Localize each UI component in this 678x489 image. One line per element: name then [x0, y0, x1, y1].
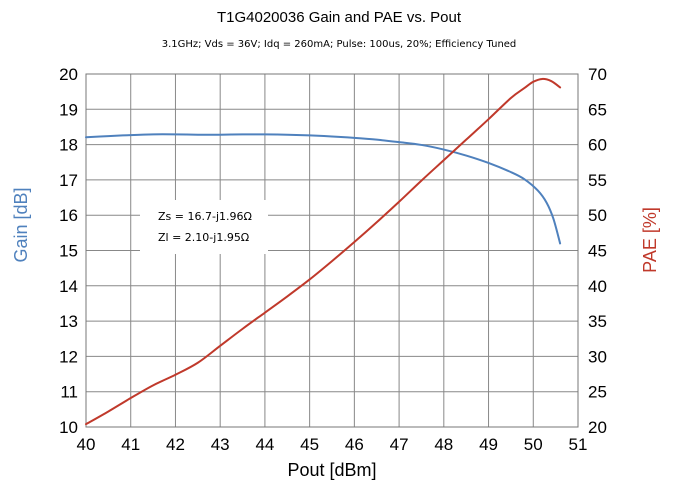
y-tick-label: 14: [59, 277, 78, 296]
y-tick-label: 20: [59, 65, 78, 84]
impedance-annotation: Zs = 16.7-j1.96Ω Zl = 2.10-j1.95Ω: [140, 200, 268, 254]
y-tick-label: 18: [59, 136, 78, 155]
x-tick-label: 47: [390, 435, 409, 454]
gain-series-line: [85, 133, 562, 245]
y-tick-label: 16: [59, 206, 78, 225]
y2-tick-label: 55: [588, 171, 607, 190]
annotation-zs: Zs = 16.7-j1.96Ω: [158, 210, 252, 223]
y-axis-label: Gain [dB]: [11, 187, 31, 262]
x-tick-label: 45: [300, 435, 319, 454]
y-tick-label: 13: [59, 312, 78, 331]
chart-title: T1G4020036 Gain and PAE vs. Pout: [217, 9, 462, 26]
y2-tick-label: 30: [588, 347, 607, 366]
y-tick-label: 12: [59, 347, 78, 366]
y-tick-labels: 10 11 12 13 14 15 16 17 18 19 20: [59, 65, 78, 437]
x-tick-labels: 40 41 42 43 44 45 46 47 48 49 50 51: [77, 435, 588, 454]
pae-series-line: [85, 77, 562, 426]
x-tick-label: 42: [166, 435, 185, 454]
annotation-box: [140, 200, 268, 254]
x-tick-label: 43: [211, 435, 230, 454]
y2-tick-label: 60: [588, 136, 607, 155]
x-tick-label: 50: [524, 435, 543, 454]
y-tick-label: 17: [59, 171, 78, 190]
y-tick-label: 10: [59, 418, 78, 437]
y-tick-label: 11: [60, 383, 78, 402]
y2-tick-label: 35: [588, 312, 607, 331]
y2-tick-label: 45: [588, 242, 607, 261]
x-tick-label: 46: [345, 435, 364, 454]
y2-tick-label: 50: [588, 206, 607, 225]
y-tick-label: 19: [59, 100, 78, 119]
y2-tick-labels: 20 25 30 35 40 45 50 55 60 65 70: [588, 65, 607, 437]
plot-frame: [85, 73, 579, 428]
x-tick-label: 48: [434, 435, 453, 454]
x-tick-label: 40: [77, 435, 96, 454]
chart-subtitle: 3.1GHz; Vds = 36V; Idq = 260mA; Pulse: 1…: [162, 39, 517, 50]
y2-tick-label: 65: [588, 100, 607, 119]
x-tick-label: 51: [569, 435, 588, 454]
y2-tick-label: 25: [588, 383, 607, 402]
y2-tick-label: 20: [588, 418, 607, 437]
x-tick-label: 49: [479, 435, 498, 454]
x-tick-label: 41: [121, 435, 140, 454]
y2-axis-label: PAE [%]: [640, 207, 660, 273]
annotation-zl: Zl = 2.10-j1.95Ω: [158, 231, 249, 244]
y2-tick-label: 40: [588, 277, 607, 296]
x-axis-label: Pout [dBm]: [287, 460, 376, 480]
y2-tick-label: 70: [588, 65, 607, 84]
series-layer: [85, 77, 562, 426]
y-tick-label: 15: [59, 242, 78, 261]
x-tick-label: 44: [255, 435, 274, 454]
